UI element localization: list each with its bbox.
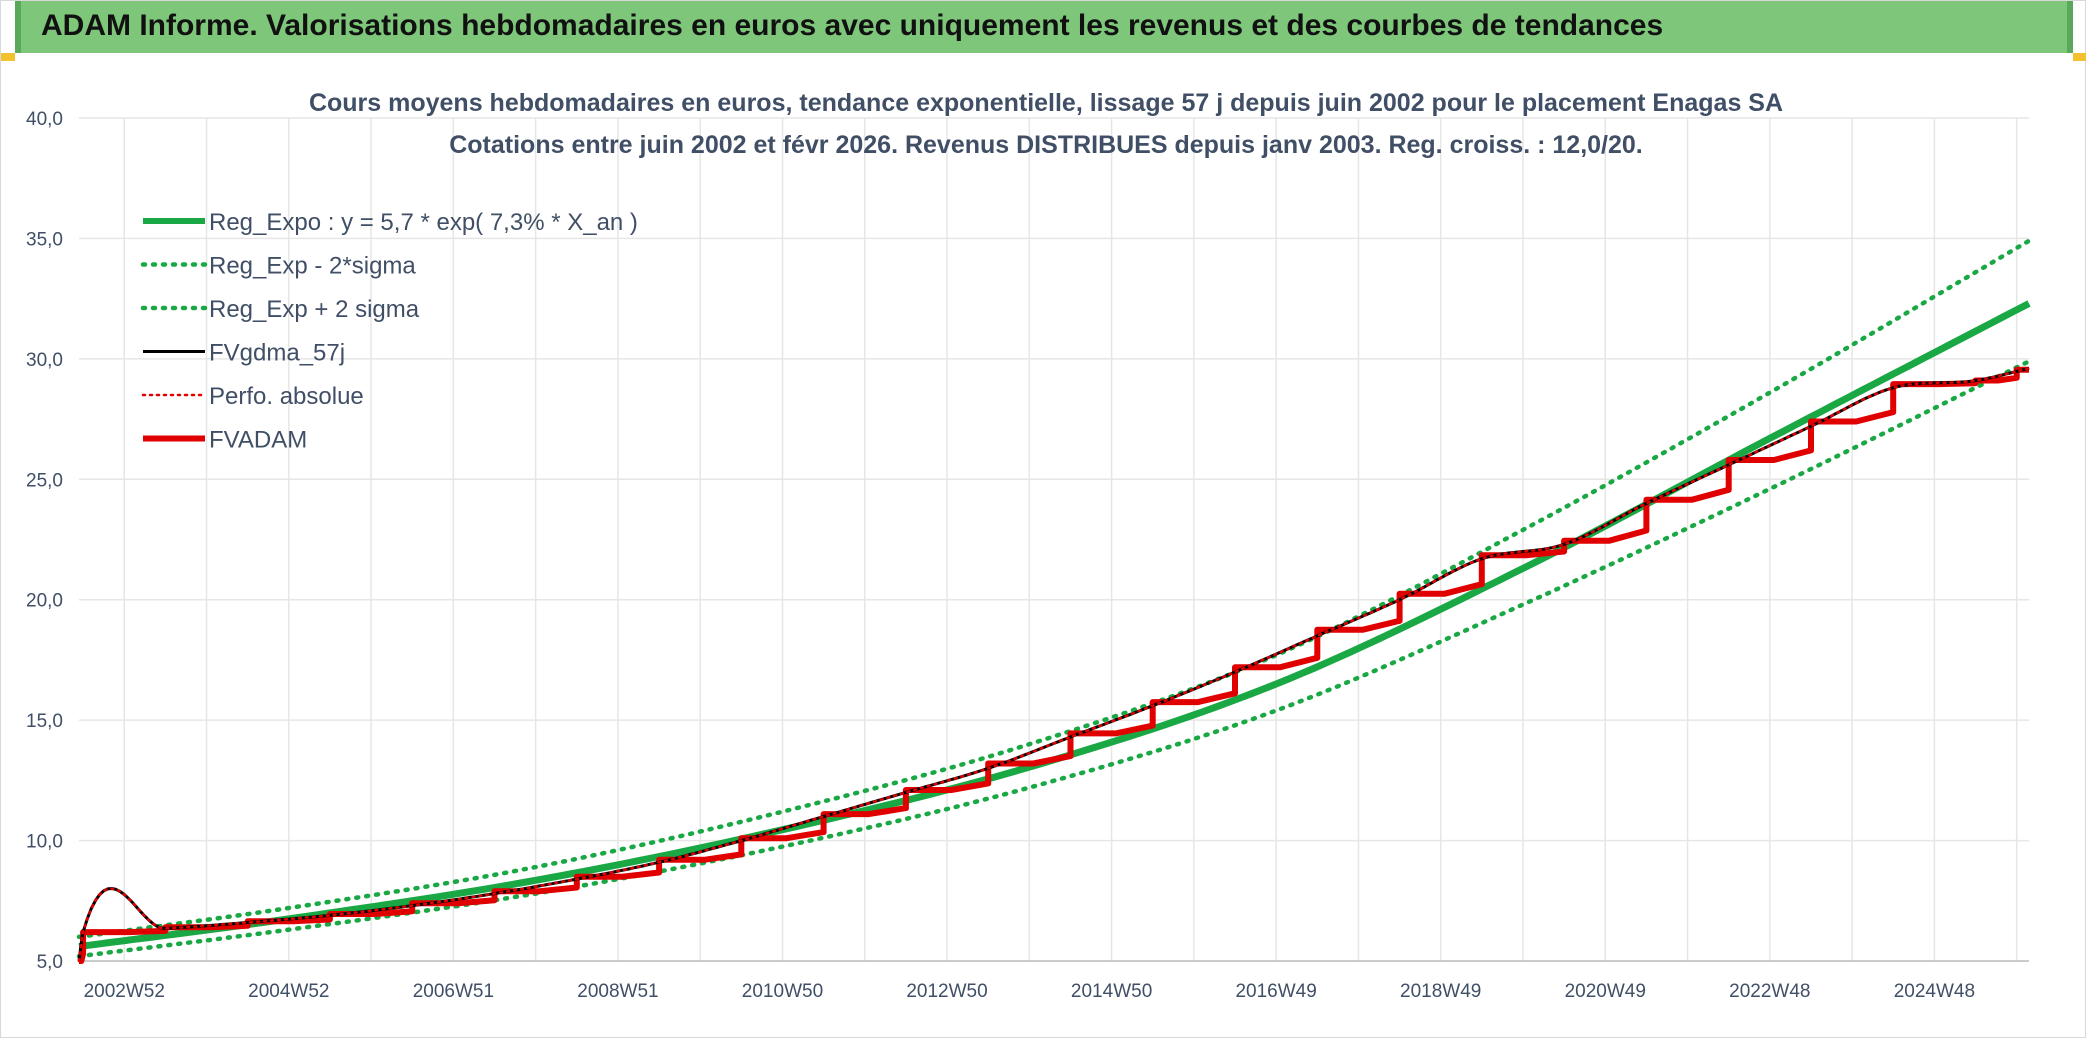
series-line-4 <box>77 367 2031 963</box>
x-tick-label: 2020W49 <box>1565 981 1646 1002</box>
x-tick-label: 2010W50 <box>742 981 823 1002</box>
series-line-0 <box>78 300 2031 950</box>
legend-label: Reg_Exp + 2 sigma <box>209 296 420 323</box>
grid <box>79 117 2029 962</box>
legend-label: Reg_Exp - 2*sigma <box>209 253 416 280</box>
y-tick-label: 15,0 <box>26 711 63 732</box>
legend-label: Reg_Expo : y = 5,7 * exp( 7,3% * X_an ) <box>209 209 638 236</box>
series-lines <box>76 238 2032 964</box>
y-tick-label: 40,0 <box>26 109 63 130</box>
legend-label: FVADAM <box>209 427 307 454</box>
x-tick-label: 2002W52 <box>84 981 165 1002</box>
corner-accent-right <box>2073 53 2086 61</box>
x-tick-label: 2006W51 <box>413 981 494 1002</box>
legend-label: FVgdma_57j <box>209 340 345 367</box>
x-tick-label: 2018W49 <box>1400 981 1481 1002</box>
x-tick-label: 2016W49 <box>1235 981 1316 1002</box>
series-line-2 <box>76 238 2032 940</box>
legend: Reg_Expo : y = 5,7 * exp( 7,3% * X_an ) R… <box>140 209 638 454</box>
x-tick-label: 2022W48 <box>1729 981 1810 1002</box>
corner-accent-left <box>1 53 15 61</box>
x-tick-label: 2012W50 <box>906 981 987 1002</box>
chart-subtitle: Cotations entre juin 2002 et févr 2026. … <box>449 131 1643 159</box>
y-tick-label: 30,0 <box>26 350 63 371</box>
x-tick-label: 2024W48 <box>1894 981 1975 1002</box>
report-banner: ADAM Informe. Valorisations hebdomadaire… <box>15 1 2073 53</box>
y-tick-label: 20,0 <box>26 591 63 612</box>
y-tick-label: 5,0 <box>37 952 63 973</box>
axes: 5,0 10,0 15,0 20,0 25,0 30,0 35,0 40,0 2002W52 20… <box>26 109 2029 1002</box>
chart-title: Cours moyens hebdomadaires en euros, ten… <box>309 89 1783 117</box>
y-tick-label: 25,0 <box>26 470 63 491</box>
x-tick-label: 2008W51 <box>577 981 658 1002</box>
report-title: ADAM Informe. Valorisations hebdomadaire… <box>41 9 1664 42</box>
y-tick-label: 35,0 <box>26 229 63 250</box>
x-tick-label: 2004W52 <box>248 981 329 1002</box>
x-tick-label: 2014W50 <box>1071 981 1152 1002</box>
legend-label: Perfo. absolue <box>209 383 364 410</box>
y-tick-label: 10,0 <box>26 832 63 853</box>
series-line-5 <box>78 366 2029 964</box>
